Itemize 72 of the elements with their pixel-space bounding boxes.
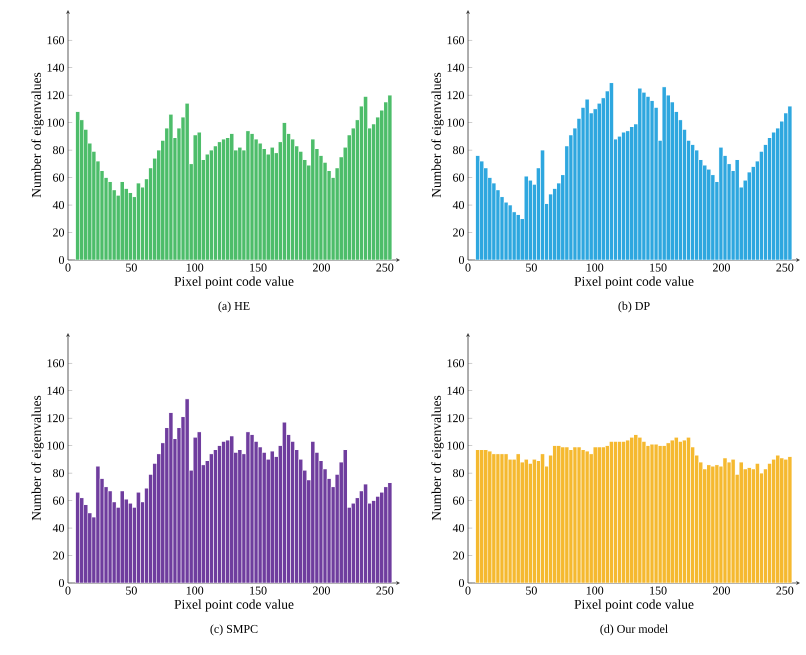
y-tick-label: 100 [448,118,464,127]
y-axis-title: Number of eigenvalues [31,72,44,198]
y-tick-label: 160 [448,359,464,368]
x-tick-label: 250 [776,586,794,595]
y-tick-label: 120 [448,91,464,100]
y-tick-label: 0 [58,578,64,588]
text: (c) SMPC [210,624,258,636]
x-tick-label: 200 [313,586,330,595]
x-tick-label: 200 [313,264,330,272]
x-axis-title: Pixel point code value [574,276,694,289]
text: (a) HE [218,302,250,312]
y-axis-title: Number of eigenvalues [431,396,444,520]
x-tick-label: 200 [713,586,730,595]
y-tick-label: 60 [53,174,64,182]
y-tick-label: 120 [48,414,64,422]
y-tick-label: 40 [52,201,64,210]
y-tick-label: 160 [448,36,464,44]
y-tick-label: 20 [453,551,464,560]
x-tick-label: 50 [126,586,137,595]
y-tick-label: 120 [448,414,464,422]
y-tick-label: 140 [448,64,464,72]
y-tick-label: 20 [53,228,64,237]
x-tick-label: 0 [65,586,71,595]
x-axis-title: Pixel point code value [574,599,694,612]
x-axis-title: Pixel point code value [174,599,294,612]
y-tick-label: 80 [52,146,64,154]
y-tick-label: 140 [48,386,64,395]
y-tick-label: 0 [458,256,464,264]
x-tick-label: 0 [65,264,71,272]
y-tick-label: 140 [48,64,64,72]
x-tick-label: 50 [526,586,537,595]
y-tick-label: 80 [452,469,464,478]
x-axis-title: Pixel point code value [174,276,294,289]
y-tick-label: 40 [452,524,464,532]
y-axis-title: Number of eigenvalues [431,72,444,198]
y-tick-label: 40 [452,201,464,210]
y-tick-label: 160 [48,36,64,44]
text: (d) Our model [600,624,668,636]
x-tick-label: 200 [713,264,730,272]
x-tick-label: 150 [250,586,267,595]
x-tick-label: 150 [250,264,267,272]
x-tick-label: 150 [650,264,667,272]
x-tick-label: 100 [186,586,204,595]
y-tick-label: 60 [453,496,464,505]
y-tick-label: 60 [53,496,64,505]
y-tick-label: 80 [52,469,64,478]
y-tick-label: 40 [52,524,64,532]
x-tick-label: 250 [376,586,394,595]
y-tick-label: 100 [48,118,64,127]
y-tick-label: 100 [448,442,464,450]
x-tick-label: 100 [186,264,204,272]
x-tick-label: 250 [376,264,394,272]
y-tick-label: 80 [452,146,464,154]
x-tick-label: 150 [650,586,667,595]
x-tick-label: 100 [586,586,604,595]
x-tick-label: 100 [586,264,604,272]
y-tick-label: 100 [48,442,64,450]
y-tick-label: 0 [458,578,464,588]
y-tick-label: 0 [58,256,64,264]
y-tick-label: 160 [48,359,64,368]
x-tick-label: 50 [526,264,537,272]
y-tick-label: 60 [453,174,464,182]
x-tick-label: 0 [465,264,471,272]
x-tick-label: 0 [465,586,471,595]
y-tick-label: 20 [53,551,64,560]
text: (b) DP [618,302,650,312]
x-tick-label: 50 [126,264,137,272]
x-tick-label: 250 [776,264,794,272]
y-axis-title: Number of eigenvalues [31,396,44,520]
y-tick-label: 120 [48,91,64,100]
y-tick-label: 140 [448,386,464,395]
y-tick-label: 20 [453,228,464,237]
